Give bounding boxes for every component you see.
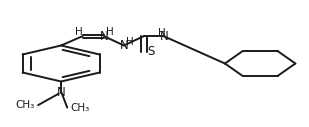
- Text: H: H: [158, 28, 166, 38]
- Text: H: H: [75, 27, 83, 37]
- Text: CH₃: CH₃: [70, 103, 90, 113]
- Text: N: N: [120, 39, 129, 52]
- Text: N: N: [160, 30, 168, 43]
- Text: CH₃: CH₃: [16, 100, 35, 110]
- Text: N: N: [57, 86, 66, 99]
- Text: H: H: [126, 37, 134, 47]
- Text: S: S: [147, 45, 154, 58]
- Text: N: N: [100, 30, 109, 43]
- Text: H: H: [106, 27, 113, 37]
